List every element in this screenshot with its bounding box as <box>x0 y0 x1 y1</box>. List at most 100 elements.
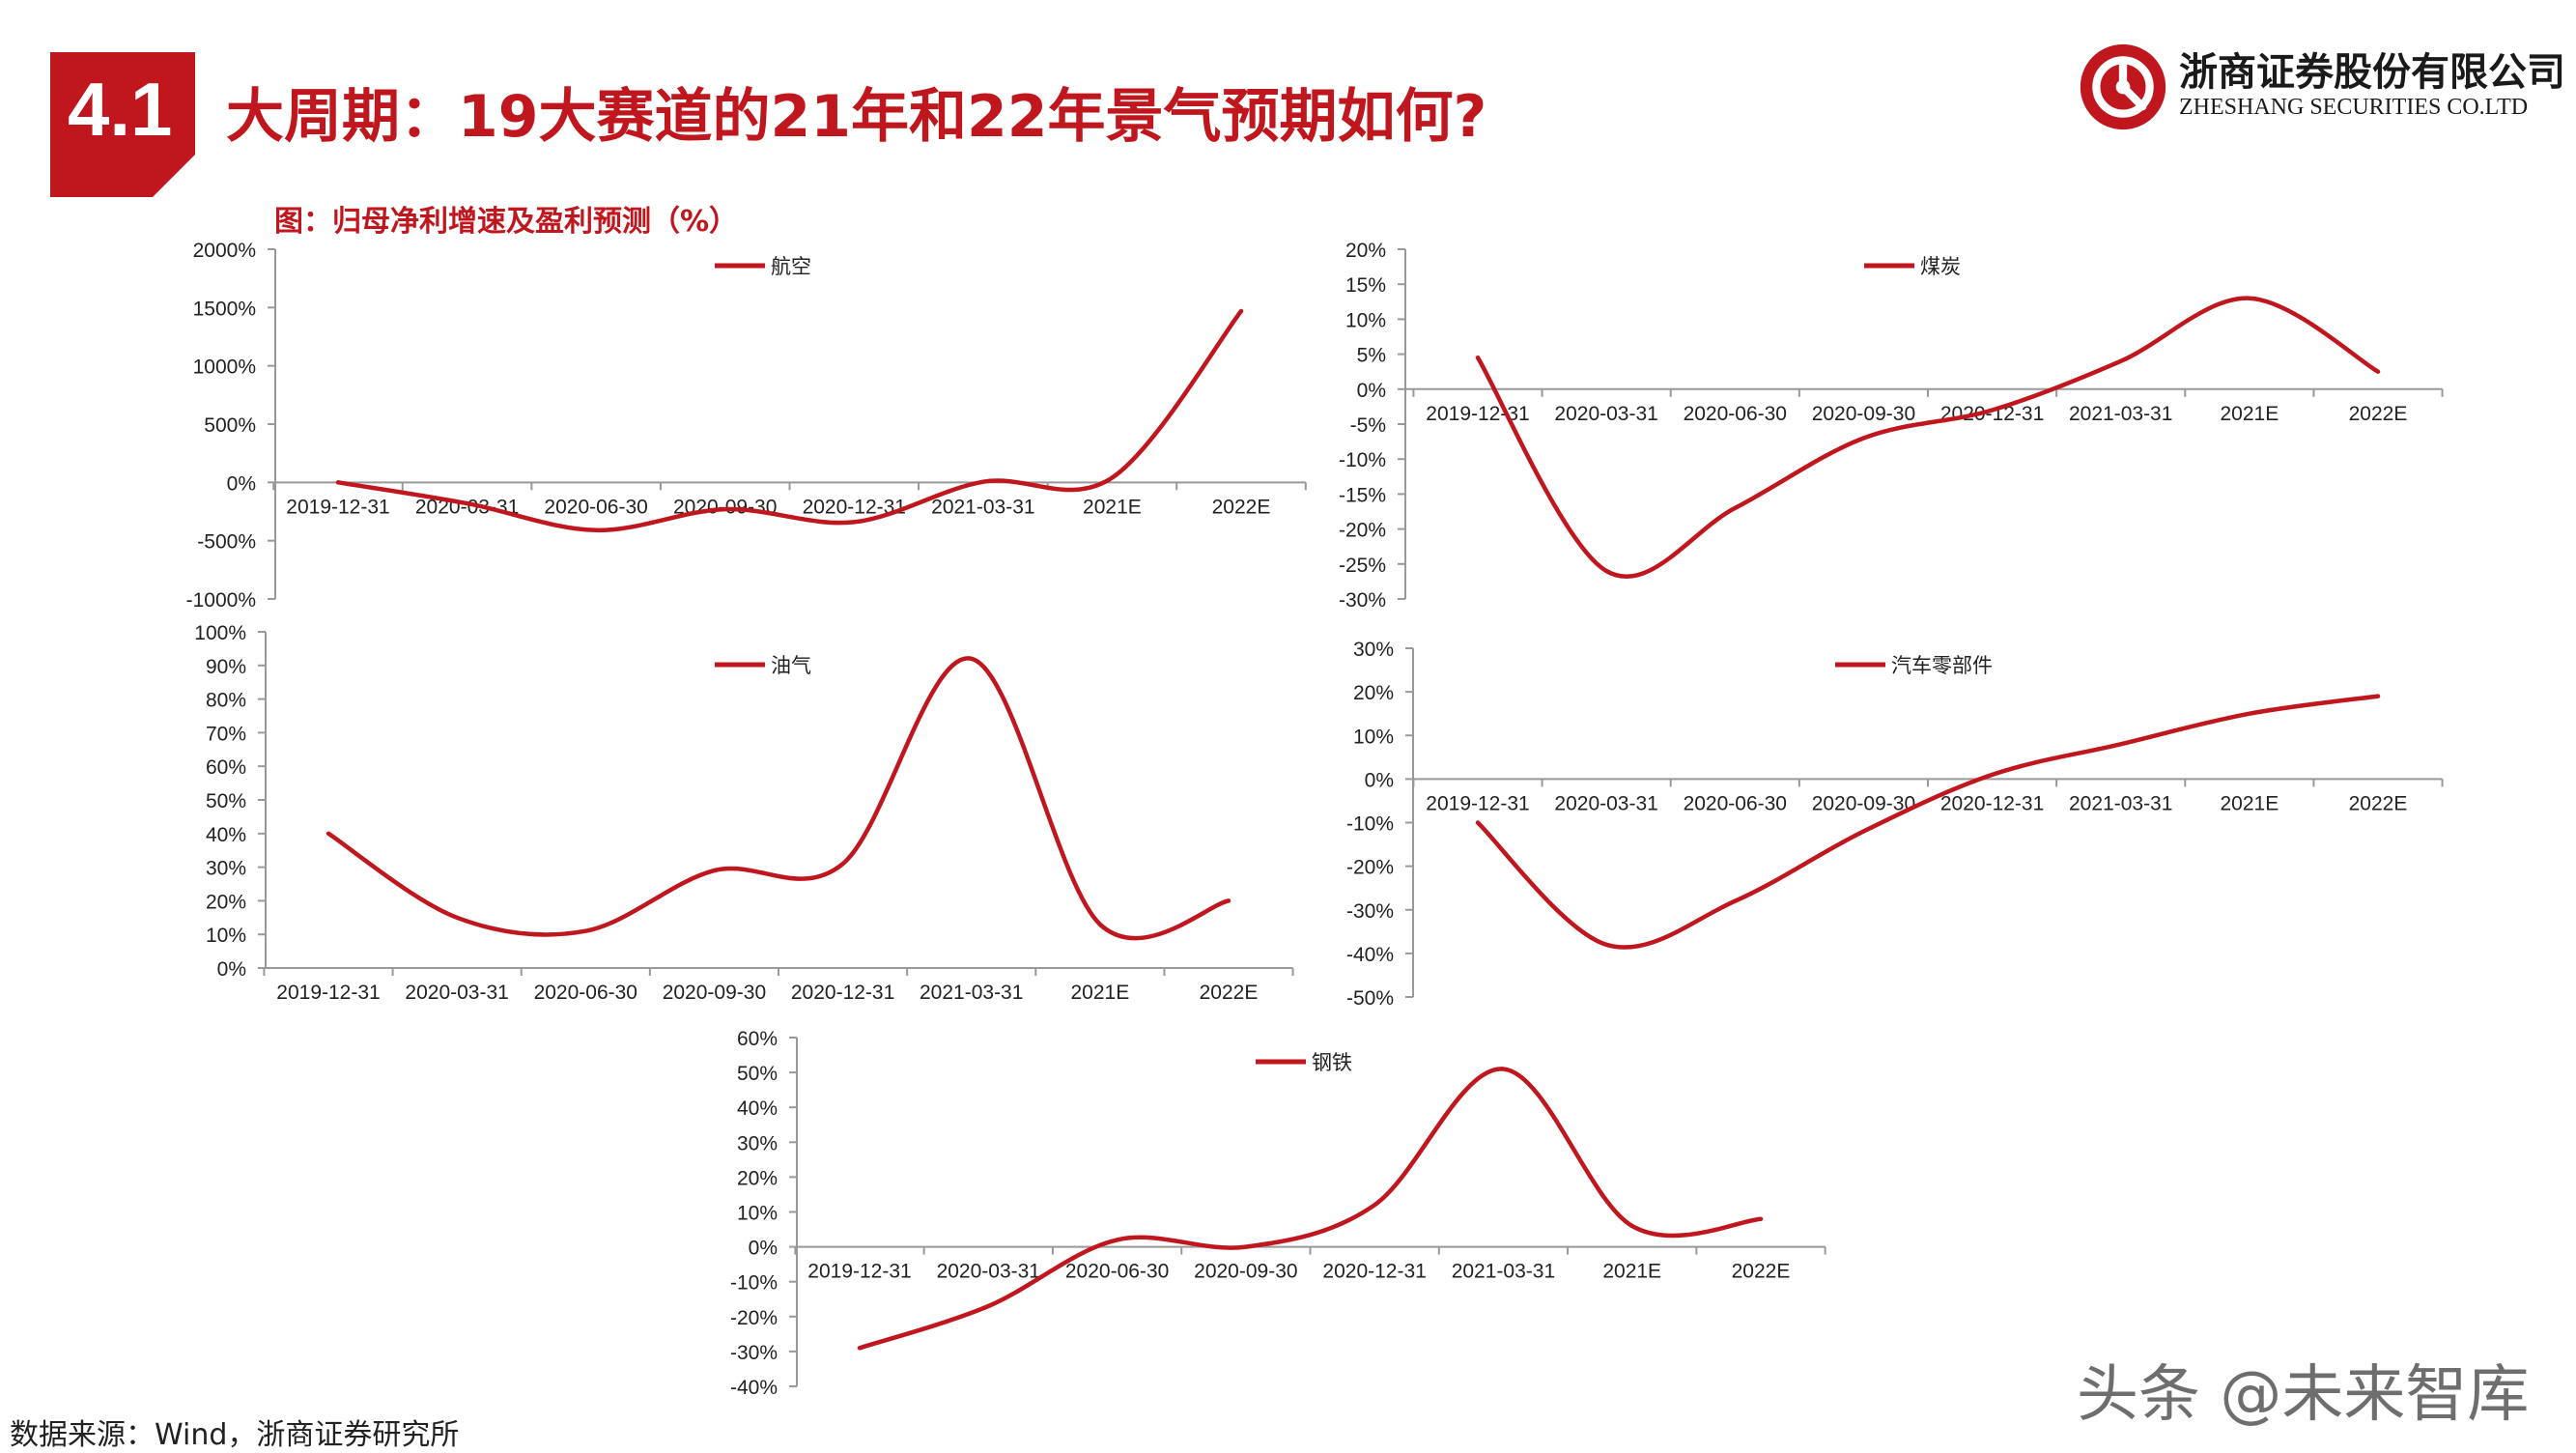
section-number: 4.1 <box>68 67 173 152</box>
qiche-y-tick-label: 30% <box>1353 639 1394 661</box>
gangtie-y-tick-label: 20% <box>737 1167 778 1189</box>
zheshang-logo-icon <box>2080 43 2166 130</box>
qiche-x-tick-label: 2019-12-31 <box>1426 792 1529 814</box>
gangtie-y-tick-label: 60% <box>737 1028 778 1050</box>
hangkong-y-tick-label: 1500% <box>193 298 256 320</box>
meitan-x-tick-label: 2019-12-31 <box>1426 403 1529 425</box>
youqi-y-tick-label: 10% <box>206 925 246 947</box>
meitan-legend-label: 煤炭 <box>1920 255 1961 278</box>
meitan-x-tick-label: 2020-03-31 <box>1554 403 1657 425</box>
hangkong-y-tick-label: -1000% <box>186 589 256 612</box>
qiche-x-tick-label: 2022E <box>2349 792 2408 814</box>
youqi-x-tick-label: 2020-06-30 <box>534 982 637 1004</box>
meitan-series-line <box>1475 296 2381 580</box>
youqi-x-tick-label: 2021-03-31 <box>920 982 1023 1004</box>
qiche-x-tick-label: 2020-12-31 <box>1940 792 2044 814</box>
youqi-series-line <box>326 656 1231 941</box>
hangkong-legend-label: 航空 <box>771 255 811 278</box>
youqi-y-tick-label: 90% <box>206 656 246 678</box>
gangtie-x-tick-label: 2020-06-30 <box>1065 1261 1169 1283</box>
meitan-y-tick-label: 20% <box>1345 240 1386 262</box>
youqi-y-tick-label: 70% <box>206 723 246 745</box>
meitan-y-tick-label: -10% <box>1339 449 1386 471</box>
hangkong-x-tick-label: 2021-03-31 <box>931 496 1034 518</box>
gangtie-y-tick-label: -20% <box>730 1307 778 1329</box>
hangkong-x-tick-label: 2020-03-31 <box>415 496 519 518</box>
meitan-y-tick-label: -15% <box>1339 484 1386 506</box>
company-name-en: ZHESHANG SECURITIES CO.LTD <box>2179 95 2529 120</box>
meitan-x-tick-label: 2020-09-30 <box>1812 403 1915 425</box>
meitan-x-tick-label: 2021E <box>2220 403 2279 425</box>
hangkong-y-tick-label: 0% <box>227 472 256 495</box>
hangkong-x-tick-label: 2020-06-30 <box>544 496 647 518</box>
meitan-x-tick-label: 2021-03-31 <box>2069 403 2172 425</box>
qiche-x-tick-label: 2021E <box>2220 792 2279 814</box>
qiche-x-tick-label: 2021-03-31 <box>2069 792 2172 814</box>
qiche-legend-label: 汽车零部件 <box>1891 654 1993 677</box>
hangkong-y-tick-label: 2000% <box>193 240 256 262</box>
youqi-x-tick-label: 2021E <box>1070 982 1129 1004</box>
meitan-x-tick-label: 2022E <box>2349 403 2408 425</box>
qiche-y-tick-label: 10% <box>1353 726 1394 748</box>
meitan-y-tick-label: -20% <box>1339 520 1386 542</box>
youqi-y-tick-label: 40% <box>206 824 246 846</box>
source-note: 数据来源：Wind，浙商证券研究所 <box>10 1418 460 1452</box>
qiche-y-tick-label: 0% <box>1365 769 1394 791</box>
hangkong-x-tick-label: 2020-12-31 <box>803 496 906 518</box>
hangkong-y-tick-label: -500% <box>197 531 256 554</box>
qiche-y-tick-label: -40% <box>1346 944 1394 966</box>
gangtie-x-tick-label: 2019-12-31 <box>807 1261 911 1283</box>
gangtie-y-tick-label: 10% <box>737 1203 778 1225</box>
youqi-x-tick-label: 2022E <box>1200 982 1259 1004</box>
gangtie-series-line <box>857 1067 1764 1351</box>
gangtie-y-tick-label: 50% <box>737 1063 778 1085</box>
qiche-y-tick-label: -50% <box>1346 987 1394 1010</box>
gangtie-x-tick-label: 2022E <box>1732 1261 1791 1283</box>
gangtie-legend-label: 钢铁 <box>1312 1051 1352 1074</box>
meitan-y-tick-label: 15% <box>1345 274 1386 297</box>
youqi-legend-label: 油气 <box>771 654 811 677</box>
qiche-series-line <box>1475 694 2381 950</box>
meitan-y-tick-label: -5% <box>1350 414 1386 437</box>
qiche-x-tick-label: 2020-03-31 <box>1554 792 1657 814</box>
meitan-x-tick-label: 2020-06-30 <box>1684 403 1787 425</box>
gangtie-x-tick-label: 2020-09-30 <box>1194 1261 1297 1283</box>
gangtie-y-tick-label: 40% <box>737 1097 778 1120</box>
hangkong-x-tick-label: 2021E <box>1083 496 1142 518</box>
hangkong-x-tick-label: 2019-12-31 <box>286 496 389 518</box>
hangkong-x-tick-label: 2022E <box>1212 496 1271 518</box>
youqi-y-tick-label: 30% <box>206 858 246 880</box>
youqi-x-tick-label: 2020-03-31 <box>405 982 508 1004</box>
watermark: 头条 @未来智库 <box>2077 1359 2530 1431</box>
gangtie-x-tick-label: 2021-03-31 <box>1452 1261 1555 1283</box>
qiche-y-tick-label: -10% <box>1346 813 1394 836</box>
gangtie-x-tick-label: 2020-12-31 <box>1322 1261 1426 1283</box>
meitan-y-tick-label: -25% <box>1339 555 1386 577</box>
youqi-y-tick-label: 0% <box>217 958 246 981</box>
youqi-x-tick-label: 2020-12-31 <box>791 982 894 1004</box>
gangtie-y-tick-label: -30% <box>730 1342 778 1364</box>
meitan-y-tick-label: 10% <box>1345 309 1386 331</box>
youqi-x-tick-label: 2020-09-30 <box>663 982 766 1004</box>
gangtie-y-tick-label: -10% <box>730 1272 778 1295</box>
youqi-y-tick-label: 100% <box>194 622 246 644</box>
youqi-y-tick-label: 60% <box>206 756 246 779</box>
youqi-y-tick-label: 50% <box>206 790 246 812</box>
youqi-x-tick-label: 2019-12-31 <box>276 982 380 1004</box>
gangtie-x-tick-label: 2020-03-31 <box>937 1261 1040 1283</box>
badge-corner-cut <box>153 155 195 197</box>
section-badge: 4.1 <box>50 52 195 197</box>
figure-caption: 图：归母净利增速及盈利预测（%） <box>274 205 739 239</box>
gangtie-y-tick-label: -40% <box>730 1377 778 1399</box>
hangkong-y-tick-label: 500% <box>204 414 256 437</box>
meitan-y-tick-label: 0% <box>1357 380 1386 402</box>
gangtie-y-tick-label: 30% <box>737 1132 778 1154</box>
page-title: 大周期：19大赛道的21年和22年景气预期如何? <box>226 83 1487 151</box>
gangtie-x-tick-label: 2021E <box>1602 1261 1661 1283</box>
meitan-x-tick-label: 2020-12-31 <box>1940 403 2044 425</box>
qiche-y-tick-label: -30% <box>1346 900 1394 923</box>
qiche-y-tick-label: -20% <box>1346 857 1394 879</box>
gangtie-y-tick-label: 0% <box>749 1238 778 1260</box>
company-name-cn: 浙商证券股份有限公司 <box>2179 49 2565 95</box>
